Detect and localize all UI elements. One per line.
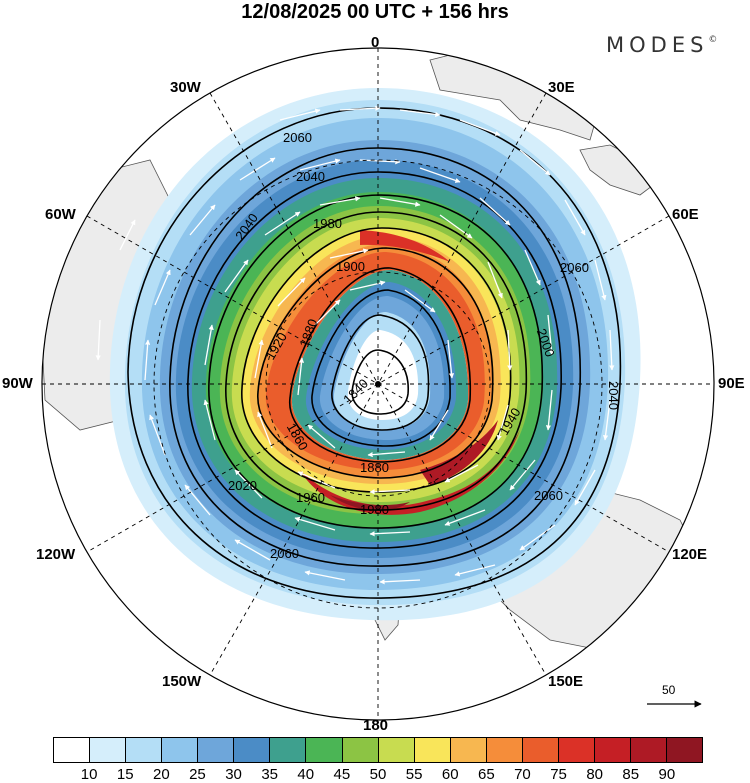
colorbar-tick-label: 65: [477, 766, 495, 783]
lon-label-90w: 90W: [2, 375, 33, 392]
colorbar-cell: [450, 738, 487, 762]
contour-label: 2060: [283, 130, 312, 145]
colorbar-cell: [667, 738, 703, 762]
lon-label-30e: 30E: [548, 79, 575, 96]
lon-label-120w: 120W: [36, 546, 76, 563]
colorbar-cell: [522, 738, 559, 762]
wind-vectors: [95, 105, 647, 585]
colorbar-tick-label: 30: [225, 766, 242, 783]
contour-label: 1980: [360, 502, 389, 517]
colorbar-cell: [558, 738, 595, 762]
colorbar-cell: [378, 738, 415, 762]
colorbar-tick-label: 45: [333, 766, 351, 783]
wind-reference-label: 50: [662, 683, 676, 697]
colorbar-tick-label: 55: [405, 766, 423, 783]
colorbar-tick-label: 35: [261, 766, 278, 783]
colorbar-tick-label: 10: [80, 766, 98, 783]
colorbar-cell: [342, 738, 379, 762]
contour-label: 2040: [296, 169, 325, 184]
contour-label: 1880: [360, 460, 389, 475]
contour-label: 1960: [296, 490, 325, 505]
wind-speed-colorbar: [53, 737, 703, 763]
colorbar-cell: [198, 738, 235, 762]
colorbar-cell: [54, 738, 91, 762]
lon-label-150e: 150E: [548, 673, 584, 690]
lon-label-0: 0: [371, 34, 380, 51]
lon-label-90e: 90E: [718, 375, 745, 392]
colorbar-cell: [594, 738, 631, 762]
contour-label: 1900: [336, 259, 365, 274]
lon-label-60e: 60E: [672, 206, 699, 223]
colorbar-cell: [234, 738, 271, 762]
colorbar-cell: [90, 738, 127, 762]
colorbar-cell: [414, 738, 451, 762]
modes-logo: MODES©: [606, 33, 718, 57]
colorbar-tick-label: 80: [586, 766, 603, 783]
contour-label: 2060: [560, 260, 589, 275]
colorbar-tick-label: 20: [152, 766, 170, 783]
colorbar-tick-label: 50: [369, 766, 387, 783]
colorbar-tick-label: 25: [189, 766, 206, 783]
lon-label-150w: 150W: [162, 673, 202, 690]
lon-label-120e: 120E: [672, 546, 708, 563]
colorbar-cell: [126, 738, 163, 762]
map-title: 12/08/2025 00 UTC + 156 hrs: [241, 1, 509, 23]
colorbar-tick-label: 85: [622, 766, 640, 783]
colorbar-cell: [162, 738, 199, 762]
contour-label: 1980: [313, 216, 342, 231]
contour-label: 2060: [534, 488, 563, 503]
colorbar-tick-label: 90: [658, 766, 676, 783]
contour-label: 2060: [270, 546, 299, 561]
colorbar-cell: [270, 738, 307, 762]
colorbar-tick-label: 70: [514, 766, 531, 783]
colorbar-tick-label: 60: [441, 766, 459, 783]
contour-label: 2020: [228, 478, 257, 493]
colorbar-cell: [486, 738, 523, 762]
wind-reference-arrow: [647, 700, 702, 708]
colorbar-tick-label: 15: [116, 766, 134, 783]
lon-label-60w: 60W: [45, 206, 76, 223]
height-contours: [127, 107, 622, 599]
lon-label-180: 180: [363, 717, 389, 734]
colorbar-cell: [306, 738, 343, 762]
colorbar-tick-label: 40: [297, 766, 315, 783]
colorbar-tick-label: 75: [550, 766, 567, 783]
colorbar-cell: [631, 738, 668, 762]
lon-label-30w: 30W: [170, 79, 201, 96]
contour-label: 2040: [606, 381, 621, 410]
map-boundary: [41, 47, 715, 721]
